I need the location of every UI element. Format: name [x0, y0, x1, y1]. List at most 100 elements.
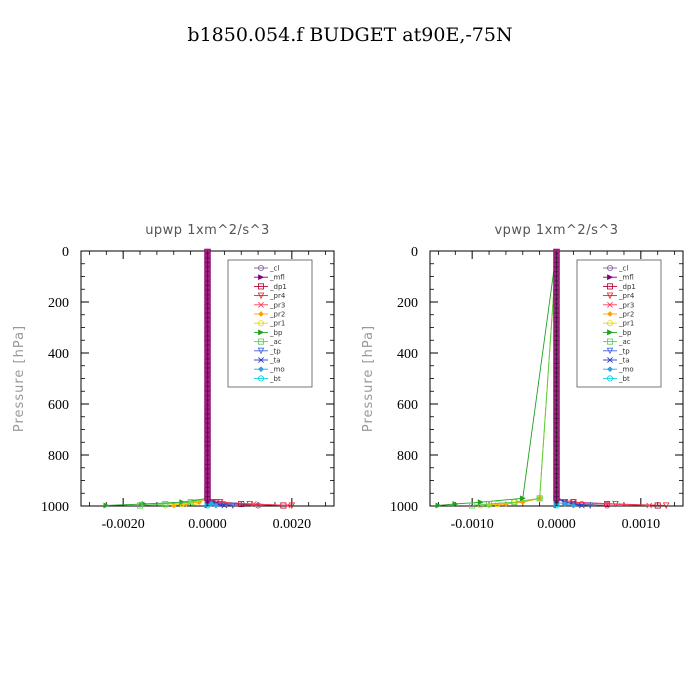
legend-marker: [607, 264, 614, 271]
y-tick-label: 200: [397, 296, 418, 311]
data-point-pr3: [604, 501, 611, 507]
legend-marker: [607, 329, 614, 336]
data-point-pr3: [284, 502, 291, 509]
data-point-pr4: [288, 502, 296, 509]
y-tick-label: 800: [397, 449, 418, 464]
data-point-ta: [578, 502, 585, 509]
legend-label: _pr4: [269, 292, 286, 300]
data-point-ac: [469, 502, 476, 509]
y-tick-label: 600: [48, 398, 69, 413]
legend-marker: [607, 375, 614, 382]
legend-marker: [257, 338, 264, 345]
legend-marker: [607, 366, 613, 373]
legend-label: _pr1: [269, 320, 285, 328]
legend: _cl_mfl_dp1_pr4_pr3_pr2_pr1_bp_ac_tp_ta_…: [576, 259, 662, 388]
legend-label: _ac: [618, 338, 631, 346]
data-point-ac: [511, 499, 518, 506]
y-axis-label: Pressure [hPa]: [361, 325, 376, 432]
panel-title: vpwp 1xm^2/s^3: [494, 223, 618, 238]
data-point-cl: [578, 500, 585, 507]
data-point-ac: [536, 495, 543, 502]
data-point-tp: [229, 502, 237, 509]
legend-label: _cl: [269, 265, 279, 273]
panel-upwp: upwp 1xm^2/s^3 Pressure [hPa] 0 200 400 600 80…: [12, 223, 335, 532]
legend-label: _dp1: [269, 283, 287, 291]
legend-marker: [607, 311, 613, 317]
data-point-bp: [179, 499, 186, 506]
series-line-pr2: [488, 250, 557, 506]
legend-box: [227, 259, 313, 388]
data-point-bp: [477, 499, 484, 506]
legend-marker: [258, 329, 265, 336]
legend-label: _bt: [269, 375, 281, 383]
data-point-ac: [187, 499, 194, 506]
legend-label: _mo: [618, 366, 634, 374]
legend-label: _cl: [618, 265, 628, 273]
data-point-bp: [519, 495, 526, 502]
y-tick-label: 200: [48, 296, 69, 311]
legend-label: _pr4: [618, 292, 635, 300]
series-line-ac: [140, 251, 208, 506]
y-tick-label: 0: [411, 245, 418, 260]
legend-marker: [607, 283, 614, 290]
series-line-ac: [472, 250, 557, 506]
x-tick-label: -0.0020: [102, 517, 145, 532]
data-point-ta: [221, 502, 228, 509]
legend-box: [576, 259, 662, 388]
legend-label: _bp: [269, 329, 283, 337]
data-point-mo: [561, 501, 568, 507]
series-line-bp: [106, 251, 208, 506]
data-point-tp: [586, 502, 594, 509]
legend-marker: [258, 357, 264, 363]
legend-marker: [258, 301, 264, 308]
legend-label: _pr2: [618, 311, 634, 319]
legend-label: _tp: [618, 347, 630, 355]
data-point-mo: [570, 502, 577, 509]
x-tick-label: 0.0010: [622, 517, 661, 532]
legend-marker: [606, 292, 614, 300]
figure-title: b1850.054.f BUDGET at90E,-75N: [187, 24, 512, 46]
legend-label: _mo: [269, 366, 285, 374]
data-point-bp: [435, 502, 442, 509]
legend-label: _pr3: [618, 301, 634, 309]
legend-marker: [257, 347, 265, 355]
legend-marker: [606, 347, 614, 355]
legend-label: _bt: [618, 375, 630, 383]
legend-marker: [607, 357, 613, 363]
x-tick-label: 0.0020: [273, 517, 312, 532]
y-tick-label: 0: [62, 245, 69, 260]
panel-vpwp: vpwp 1xm^2/s^3 Pressure [hPa] 0 200 400 600 80…: [361, 223, 684, 532]
series-line-pr2: [173, 251, 208, 506]
data-point-ac: [486, 500, 493, 507]
legend-marker: [258, 366, 264, 373]
legend-marker: [607, 274, 614, 281]
panel-title: upwp 1xm^2/s^3: [145, 223, 270, 238]
legend-label: _mfl: [269, 274, 285, 282]
legend-marker: [607, 320, 614, 327]
legend-label: _dp1: [618, 283, 636, 291]
data-point-ac: [137, 502, 144, 509]
series-line-bp: [438, 250, 557, 506]
series-line-pr1: [165, 251, 208, 506]
legend-marker: [257, 320, 264, 327]
y-tick-label: 800: [48, 449, 69, 464]
data-point-tp: [216, 500, 224, 508]
data-point-ac: [162, 500, 169, 507]
data-point-pr3: [646, 502, 653, 509]
y-axis-label: Pressure [hPa]: [12, 325, 27, 432]
legend-label: _pr1: [618, 320, 634, 328]
legend-marker: [258, 311, 264, 317]
legend-label: _pr3: [269, 301, 285, 309]
legend-label: _ac: [269, 338, 282, 346]
legend-marker: [607, 338, 614, 345]
y-tick-label: 1000: [41, 500, 69, 515]
x-tick-label: 0.0000: [537, 517, 576, 532]
legend-label: _ta: [269, 357, 281, 365]
data-point-pr3: [250, 501, 257, 507]
legend-label: _tp: [269, 347, 281, 355]
legend-marker: [257, 264, 264, 271]
y-tick-label: 400: [48, 347, 69, 362]
y-tick-label: 400: [397, 347, 418, 362]
data-point-bp: [103, 502, 110, 509]
legend-marker: [257, 283, 264, 290]
